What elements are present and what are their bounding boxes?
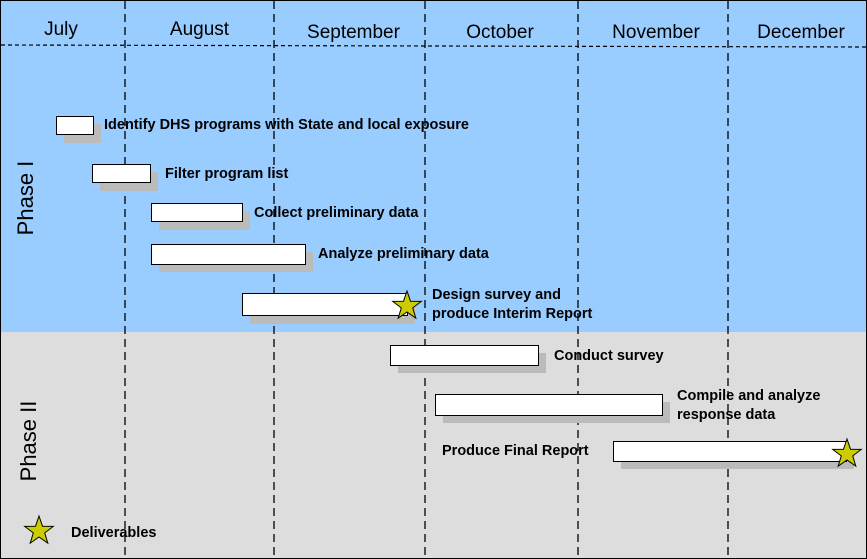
task-bar — [151, 203, 243, 222]
legend-label: Deliverables — [71, 525, 157, 541]
month-december: December — [757, 22, 845, 43]
month-november: November — [612, 22, 700, 43]
task-label: Filter program list — [165, 166, 289, 182]
task-bar — [56, 116, 94, 135]
task-label-line: produce Interim Report — [432, 306, 593, 322]
task-label-line: Compile and analyze — [677, 388, 821, 404]
month-august: August — [169, 19, 230, 40]
legend-star-icon — [24, 515, 54, 544]
task-bar — [92, 164, 151, 183]
month-september: September — [307, 22, 400, 43]
month-july: July — [44, 19, 78, 40]
task-label: Collect preliminary data — [254, 205, 419, 221]
header-divider — [1, 44, 866, 48]
month-october: October — [466, 22, 534, 43]
task-bar — [151, 244, 306, 265]
task-label: Compile and analyze response data — [677, 387, 820, 425]
deliverable-star-icon — [392, 290, 422, 319]
deliverable-star-icon — [832, 438, 862, 467]
task-label: Conduct survey — [554, 348, 664, 364]
task-label: Analyze preliminary data — [318, 246, 489, 262]
task-label-line: response data — [677, 407, 776, 423]
task-bar — [390, 345, 539, 366]
task-label: Design survey and produce Interim Report — [432, 286, 592, 324]
task-bar — [435, 394, 663, 416]
task-label: Produce Final Report — [442, 443, 589, 459]
task-label-line: Design survey and — [432, 287, 561, 303]
task-label: Identify DHS programs with State and loc… — [104, 117, 469, 133]
